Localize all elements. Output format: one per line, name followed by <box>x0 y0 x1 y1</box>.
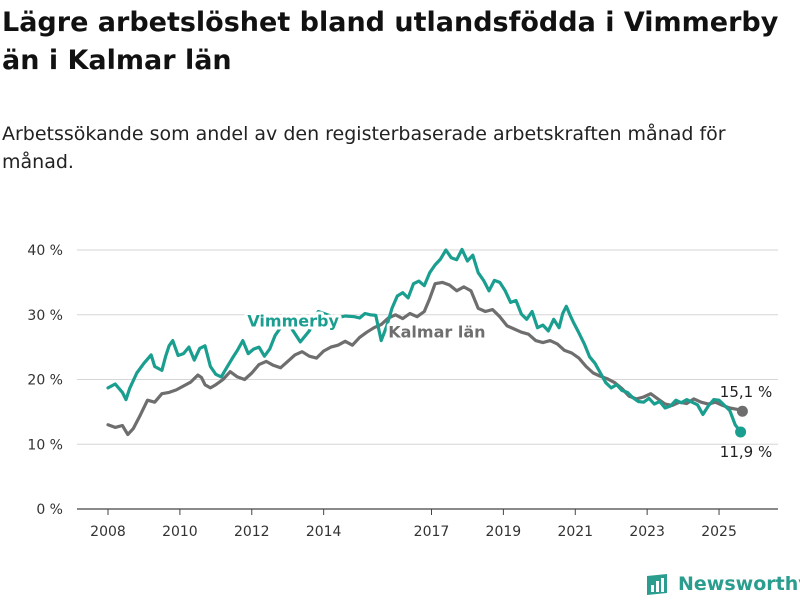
x-tick-label: 2019 <box>486 524 522 540</box>
newsworthy-brand: Newsworthy <box>644 569 800 599</box>
series-label-halo: Vimmerby <box>247 311 339 330</box>
end-value-label: 11,9 % <box>720 443 772 461</box>
x-tick-label: 2012 <box>234 524 270 540</box>
x-tick-label: 2017 <box>414 524 450 540</box>
y-tick-label: 20 % <box>27 373 63 389</box>
chart-title: Lägre arbetslöshet bland utlandsfödda i … <box>2 7 779 76</box>
y-tick-label: 10 % <box>27 437 63 453</box>
x-tick-label: 2025 <box>701 524 737 540</box>
chart-subtitle: Arbetssökande som andel av den registerb… <box>2 123 726 173</box>
gridlines: 0 % 10 % 20 % 30 % 40 % <box>27 243 778 518</box>
y-tick-label: 30 % <box>27 308 63 324</box>
series-lines <box>106 247 748 438</box>
x-tick-label: 2023 <box>629 524 665 540</box>
end-point-marker <box>736 405 748 417</box>
x-tick-label: 2010 <box>162 524 198 540</box>
y-tick-label: 40 % <box>27 243 63 259</box>
x-axis: 2008 2010 2012 2014 2017 2019 2021 2023 2025 <box>90 509 737 540</box>
brand-name: Newsworthy <box>678 573 800 595</box>
series-label-vimmerby: Vimmerby <box>247 311 339 330</box>
x-tick-label: 2021 <box>557 524 593 540</box>
series-line-vimmerby <box>106 247 743 434</box>
end-point-marker <box>735 426 747 438</box>
line-chart: 0 % 10 % 20 % 30 % 40 % 2008 2010 2012 2014 2017… <box>27 243 778 540</box>
bar-chart-logo-icon <box>647 574 667 595</box>
y-tick-label: 0 % <box>36 502 63 518</box>
x-tick-label: 2014 <box>306 524 342 540</box>
series-label-halo: Kalmar län <box>388 322 485 341</box>
end-value-label: 15,1 % <box>720 383 772 401</box>
series-line-kalmar-l-n <box>106 280 744 437</box>
x-tick-label: 2008 <box>90 524 126 540</box>
series-label-kalmar-l-n: Kalmar län <box>388 322 485 341</box>
